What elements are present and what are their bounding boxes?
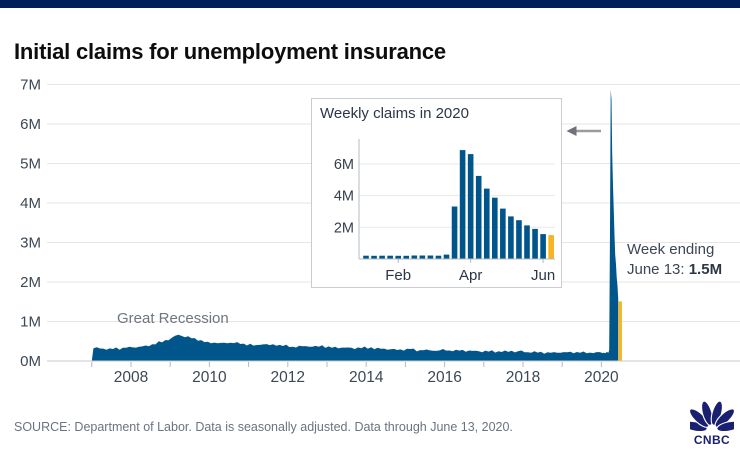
cnbc-logo-text: CNBC: [693, 433, 731, 447]
inset-bar: [467, 154, 474, 259]
svg-text:2012: 2012: [271, 369, 305, 386]
inset-bar: [459, 150, 466, 259]
great-recession-annotation: Great Recession: [117, 310, 229, 327]
svg-text:2014: 2014: [349, 369, 384, 386]
svg-text:0M: 0M: [20, 353, 41, 370]
peacock-icon: [682, 400, 740, 433]
inset-bar: [516, 220, 522, 259]
svg-text:4M: 4M: [20, 195, 41, 212]
inset-bar: [427, 255, 434, 259]
svg-text:Jun: Jun: [531, 267, 555, 284]
inset-bar: [435, 255, 442, 259]
svg-text:1M: 1M: [20, 314, 41, 331]
highlight-last-week-bar: [618, 301, 622, 361]
week-ending-line2: June 13: 1.5M: [627, 261, 723, 278]
svg-text:6M: 6M: [334, 157, 354, 173]
inset-bar: [371, 255, 377, 259]
inset-bar-highlight: [548, 235, 554, 259]
source-note: SOURCE: Department of Labor. Data is sea…: [14, 420, 513, 434]
inset-bar: [483, 188, 490, 259]
inset-bar: [419, 255, 426, 259]
inset-bar: [532, 228, 538, 259]
inset-bar: [411, 255, 418, 259]
inset-bar: [363, 255, 369, 259]
arrow-left-icon: [566, 126, 601, 136]
inset-bar: [395, 255, 401, 259]
cnbc-logo: CNBC: [682, 400, 740, 447]
week-ending-value: 1.5M: [688, 261, 723, 278]
inset-bar: [379, 255, 385, 259]
svg-text:4M: 4M: [334, 189, 354, 205]
inset-bar: [443, 254, 450, 259]
peacock-feather: [701, 400, 714, 426]
svg-text:2020: 2020: [584, 369, 619, 386]
svg-text:3M: 3M: [20, 235, 41, 252]
inset-bar: [492, 197, 498, 259]
inset-panel: Weekly claims in 2020 2M 4M 6M Feb Apr Jun: [311, 98, 562, 288]
inset-bar: [403, 255, 410, 259]
inset-bar: [475, 175, 482, 259]
svg-text:5M: 5M: [20, 156, 41, 173]
inset-title: Weekly claims in 2020: [320, 105, 469, 122]
inset-bar: [451, 206, 458, 259]
inset-bar-chart: 2M 4M 6M Feb Apr Jun: [334, 139, 555, 284]
inset-bar: [500, 208, 506, 259]
svg-text:6M: 6M: [20, 116, 41, 133]
svg-text:2010: 2010: [192, 369, 227, 386]
svg-text:7M: 7M: [20, 77, 41, 94]
inset-bar: [540, 234, 546, 259]
page-title: Initial claims for unemployment insuranc…: [14, 38, 446, 64]
svg-text:2008: 2008: [114, 369, 148, 386]
svg-text:2M: 2M: [334, 220, 354, 236]
svg-text:Feb: Feb: [385, 267, 411, 284]
svg-text:2M: 2M: [20, 274, 41, 291]
week-ending-annotation: Week ending June 13: 1.5M: [627, 240, 722, 280]
inset-bar: [387, 255, 393, 259]
arrow-head: [566, 126, 577, 136]
week-ending-line1: Week ending: [627, 241, 715, 258]
inset-bar: [508, 216, 514, 259]
svg-text:2018: 2018: [506, 369, 540, 386]
inset-bar: [524, 225, 530, 259]
svg-text:2016: 2016: [427, 369, 461, 386]
top-accent-bar: [0, 0, 740, 8]
svg-text:Apr: Apr: [459, 267, 482, 284]
